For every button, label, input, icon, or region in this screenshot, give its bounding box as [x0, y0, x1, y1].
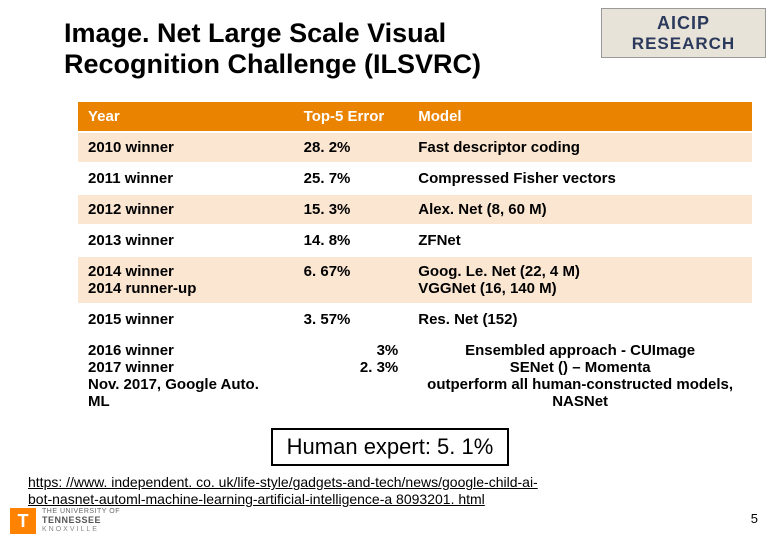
ut-line3: KNOXVILLE	[42, 526, 120, 534]
cell-year: 2014 winner2014 runner-up	[78, 256, 294, 304]
cell-model: Fast descriptor coding	[408, 132, 752, 163]
title-line2: Recognition Challenge (ILSVRC)	[64, 49, 481, 79]
extra-rows: 2016 winner2017 winnerNov. 2017, Google …	[78, 340, 752, 412]
table-row: 2012 winner15. 3%Alex. Net (8, 60 M)	[78, 194, 752, 225]
results-table-wrap: Year Top-5 Error Model 2010 winner28. 2%…	[78, 102, 752, 336]
cell-error: 14. 8%	[294, 225, 409, 256]
ut-logo: T THE UNIVERSITY OF TENNESSEE KNOXVILLE	[10, 508, 120, 534]
cell-model: Res. Net (152)	[408, 304, 752, 335]
cell-error: 25. 7%	[294, 163, 409, 194]
cell-model: Goog. Le. Net (22, 4 M)VGGNet (16, 140 M…	[408, 256, 752, 304]
results-table: Year Top-5 Error Model 2010 winner28. 2%…	[78, 102, 752, 336]
cell-error: 6. 67%	[294, 256, 409, 304]
table-row: 2014 winner2014 runner-up6. 67%Goog. Le.…	[78, 256, 752, 304]
col-header-model: Model	[408, 102, 752, 132]
logo-line2: RESEARCH	[632, 34, 735, 54]
col-header-year: Year	[78, 102, 294, 132]
cell-error: 3. 57%	[294, 304, 409, 335]
cell-year: 2015 winner	[78, 304, 294, 335]
table-row: 2013 winner14. 8%ZFNet	[78, 225, 752, 256]
table-body: 2010 winner28. 2%Fast descriptor coding2…	[78, 132, 752, 335]
cell-year: 2013 winner	[78, 225, 294, 256]
cell-error: 28. 2%	[294, 132, 409, 163]
title-line1: Image. Net Large Scale Visual	[64, 18, 446, 48]
table-row: 2015 winner3. 57%Res. Net (152)	[78, 304, 752, 335]
human-expert-wrap: Human expert: 5. 1%	[0, 418, 780, 466]
slide: AICIP RESEARCH Image. Net Large Scale Vi…	[0, 0, 780, 540]
cell-model: Alex. Net (8, 60 M)	[408, 194, 752, 225]
ut-logo-text: THE UNIVERSITY OF TENNESSEE KNOXVILLE	[42, 508, 120, 533]
cell-year: 2011 winner	[78, 163, 294, 194]
col-header-error: Top-5 Error	[294, 102, 409, 132]
ut-logo-t: T	[10, 508, 36, 534]
page-number: 5	[751, 511, 758, 526]
extra-model: Ensembled approach - CUImageSENet () – M…	[408, 340, 752, 412]
human-expert-box: Human expert: 5. 1%	[271, 428, 510, 466]
cell-error: 15. 3%	[294, 194, 409, 225]
aicip-logo: AICIP RESEARCH	[601, 8, 766, 58]
table-header-row: Year Top-5 Error Model	[78, 102, 752, 132]
extra-year: 2016 winner2017 winnerNov. 2017, Google …	[78, 340, 294, 412]
table-row: 2011 winner25. 7%Compressed Fisher vecto…	[78, 163, 752, 194]
extra-error: 3%2. 3%	[294, 340, 409, 412]
cell-model: ZFNet	[408, 225, 752, 256]
table-row: 2010 winner28. 2%Fast descriptor coding	[78, 132, 752, 163]
cell-year: 2010 winner	[78, 132, 294, 163]
logo-line1: AICIP	[657, 13, 710, 34]
cell-model: Compressed Fisher vectors	[408, 163, 752, 194]
cell-year: 2012 winner	[78, 194, 294, 225]
ut-line2: TENNESSEE	[42, 516, 120, 526]
source-url: https: //www. independent. co. uk/life-s…	[0, 466, 780, 508]
